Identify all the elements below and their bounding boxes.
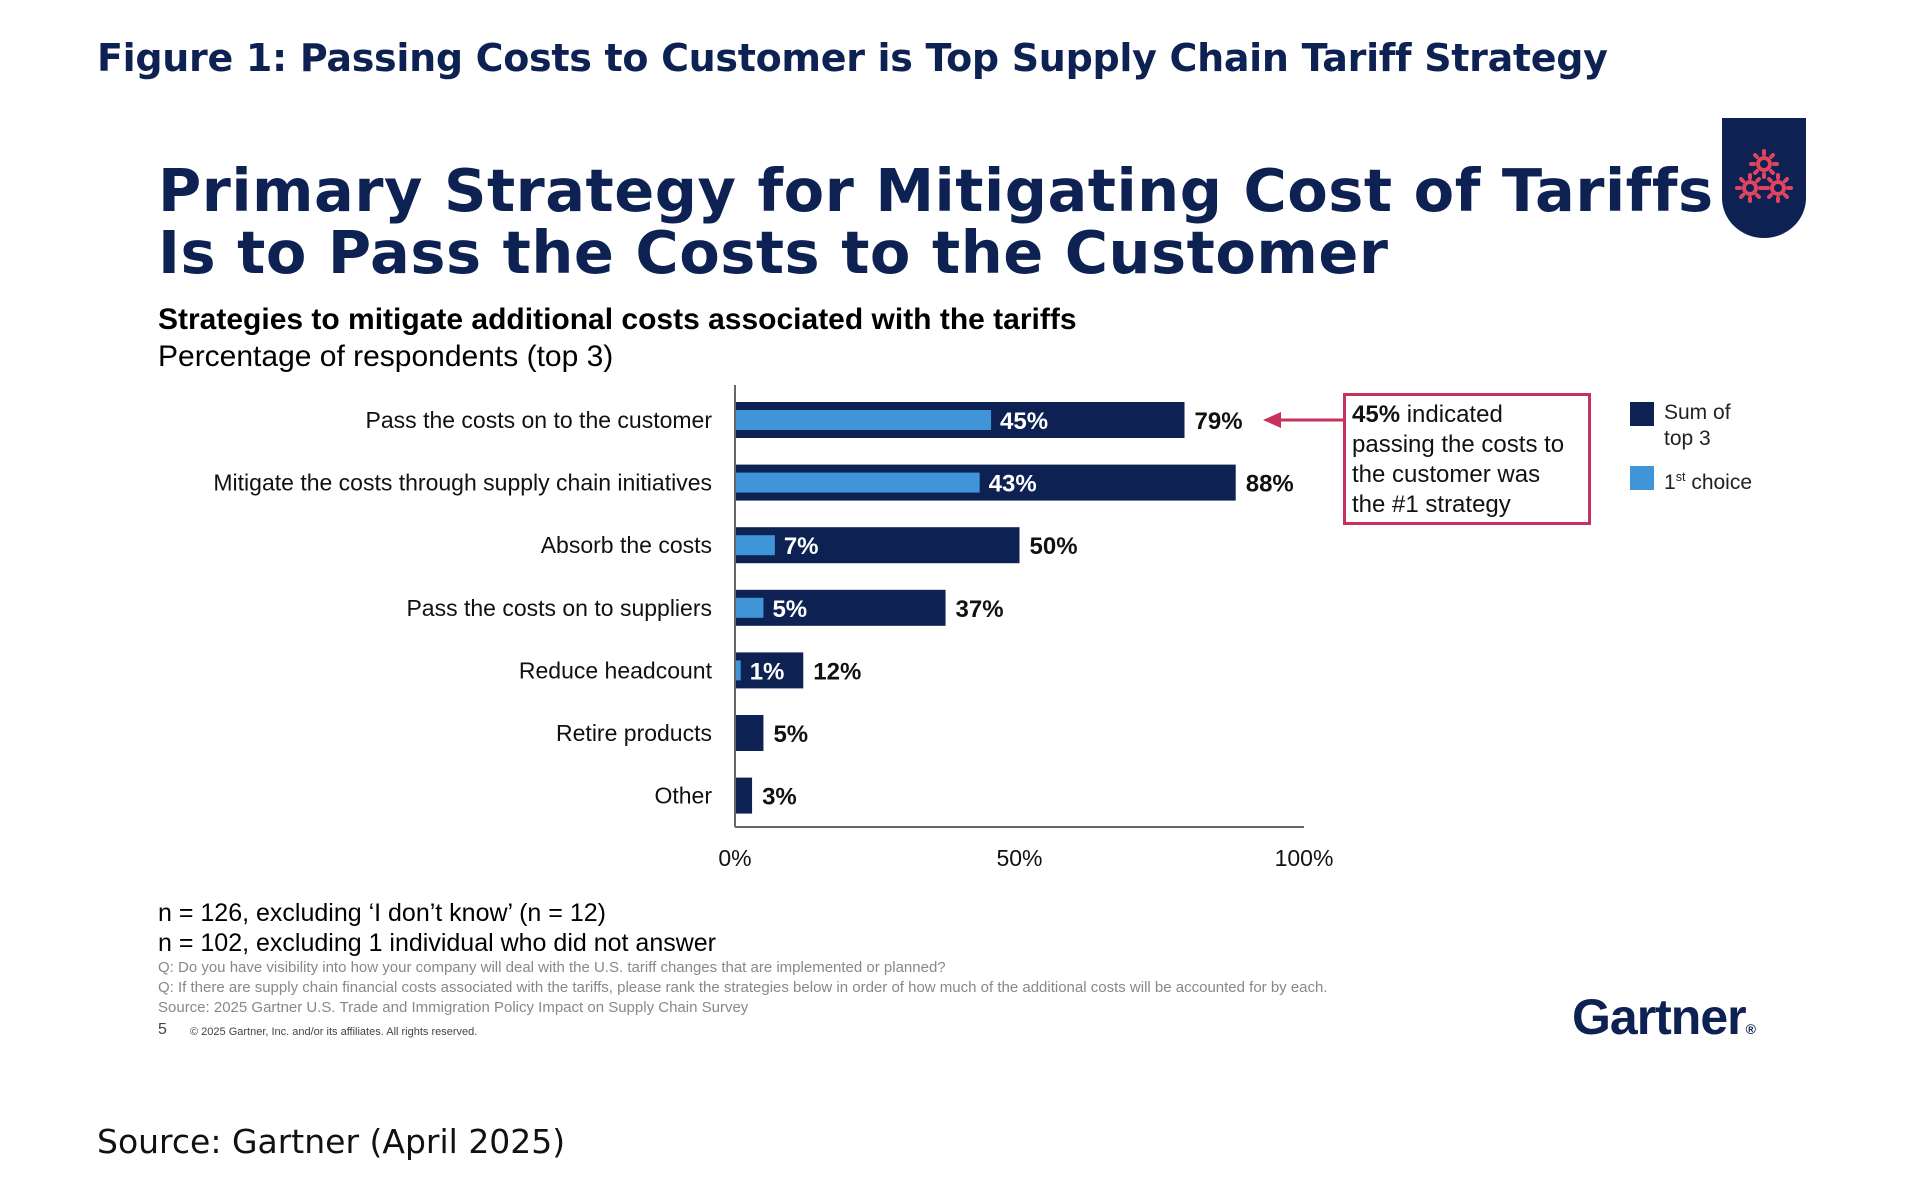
- chart-notes: n = 126, excluding ‘I don’t know’ (n = 1…: [158, 898, 1328, 1018]
- slide-title-line1: Primary Strategy for Mitigating Cost of …: [158, 156, 1714, 225]
- callout-text-2: passing the costs to: [1352, 431, 1565, 458]
- bar-first-choice: [735, 472, 980, 493]
- bar-sum-top3: [735, 652, 804, 689]
- data-label-sum-top3: 50%: [1030, 533, 1078, 560]
- category-label: Other: [654, 783, 712, 809]
- bar-sum-top3: [735, 777, 753, 814]
- legend-item-sum-top3: Sum of top 3: [1630, 400, 1830, 452]
- data-label-first-choice: 1%: [750, 658, 785, 685]
- data-label-sum-top3: 79%: [1195, 408, 1243, 435]
- legend-swatch-dark: [1630, 402, 1654, 426]
- legend-item-first-choice: 1st choice: [1630, 464, 1830, 496]
- source-caption: Source: Gartner (April 2025): [97, 1122, 566, 1161]
- gears-icon: [1722, 118, 1806, 243]
- callout-annotation: 45% indicated passing the costs to the c…: [1343, 393, 1591, 525]
- copyright: © 2025 Gartner, Inc. and/or its affiliat…: [190, 1026, 478, 1038]
- page-number: 5: [158, 1021, 167, 1038]
- brand-name: Gartner: [1572, 989, 1747, 1045]
- bar-sum-top3: [735, 527, 1020, 564]
- category-label: Mitigate the costs through supply chain …: [213, 470, 712, 496]
- chart-legend: Sum of top 3 1st choice: [1630, 400, 1830, 496]
- category-label: Absorb the costs: [541, 532, 712, 558]
- category-label: Pass the costs on to the customer: [366, 407, 713, 433]
- data-label-sum-top3: 3%: [762, 784, 797, 811]
- legend-sum-line2: top 3: [1664, 427, 1711, 450]
- category-label: Reduce headcount: [519, 657, 713, 683]
- callout-arrow-head: [1263, 412, 1281, 428]
- slide-title-line2: Is to Pass the Costs to the Customer: [158, 218, 1389, 287]
- callout-text-4: the #1 strategy: [1352, 491, 1511, 518]
- data-label-sum-top3: 5%: [773, 721, 808, 748]
- x-tick-label: 0%: [718, 845, 751, 871]
- note-n2: n = 102, excluding 1 individual who did …: [158, 929, 717, 957]
- data-label-sum-top3: 88%: [1246, 471, 1294, 498]
- bar-first-choice: [735, 535, 775, 556]
- bar-sum-top3: [735, 715, 764, 751]
- bar-chart: Pass the costs on to the customer 79% 45% M…: [213, 385, 1343, 871]
- callout-text-1: indicated: [1400, 401, 1503, 428]
- figure-title: Figure 1: Passing Costs to Customer is T…: [97, 36, 1608, 80]
- data-label-first-choice: 7%: [784, 533, 819, 560]
- category-label: Retire products: [556, 720, 712, 746]
- slide-title: Primary Strategy for Mitigating Cost of …: [158, 160, 1714, 284]
- legend-first-num: 1: [1664, 471, 1676, 494]
- legend-swatch-light: [1630, 466, 1654, 490]
- data-label-first-choice: 5%: [772, 596, 807, 623]
- bar-first-choice: [735, 597, 764, 618]
- chart-subtitle-units: Percentage of respondents (top 3): [158, 340, 614, 373]
- chart-subtitle: Strategies to mitigate additional costs …: [158, 303, 1077, 336]
- legend-first-text: choice: [1685, 471, 1753, 494]
- note-source: Source: 2025 Gartner U.S. Trade and Immi…: [158, 999, 749, 1016]
- callout-text-3: the customer was: [1352, 461, 1541, 488]
- data-label-first-choice: 45%: [1000, 408, 1048, 435]
- bar-sum-top3: [735, 589, 946, 626]
- bar-first-choice: [735, 410, 992, 430]
- x-tick-label: 50%: [996, 845, 1042, 871]
- note-q1: Q: Do you have visibility into how your …: [158, 959, 946, 976]
- data-label-sum-top3: 12%: [813, 658, 861, 685]
- callout-bold-value: 45%: [1352, 401, 1401, 428]
- data-label-sum-top3: 37%: [956, 596, 1004, 623]
- legend-first-sup: st: [1675, 470, 1686, 484]
- note-q2: Q: If there are supply chain financial c…: [158, 979, 1328, 996]
- category-label: Pass the costs on to suppliers: [406, 595, 712, 621]
- data-label-first-choice: 43%: [989, 471, 1037, 498]
- note-n1: n = 126, excluding ‘I don’t know’ (n = 1…: [158, 899, 606, 927]
- x-tick-label: 100%: [1275, 845, 1334, 871]
- bar-first-choice: [735, 660, 741, 681]
- brand-mark: ®: [1745, 1021, 1756, 1037]
- gartner-logo: Gartner®: [1572, 988, 1756, 1046]
- legend-sum-line1: Sum of: [1664, 401, 1731, 424]
